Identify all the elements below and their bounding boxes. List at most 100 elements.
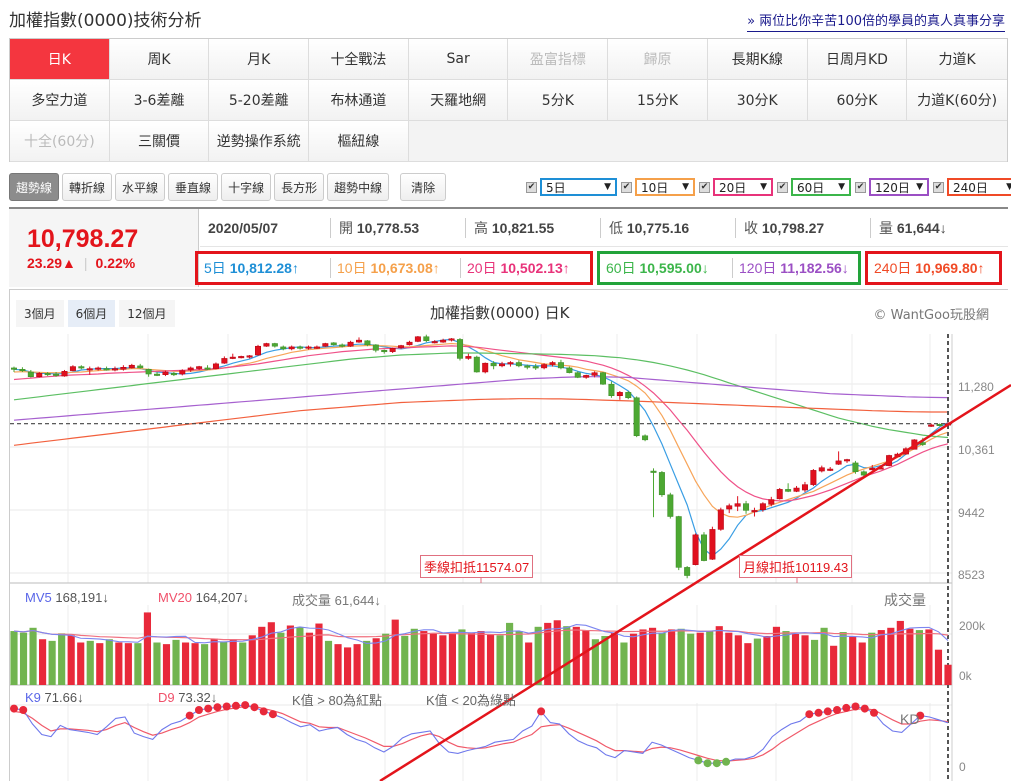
ma-select-label: 10日 <box>641 180 669 195</box>
ma-period-select[interactable]: 120日 ▼ <box>869 178 929 196</box>
menu-item[interactable]: 日K <box>10 39 110 80</box>
menu-item[interactable]: 力道K(60分) <box>907 80 1007 121</box>
candle <box>414 336 421 342</box>
candle <box>347 341 354 347</box>
clear-button[interactable]: 清除 <box>400 173 447 201</box>
menu-item[interactable]: 月K <box>209 39 310 80</box>
ma-period-select[interactable]: 60日 ▼ <box>791 178 851 196</box>
promo-link[interactable]: » 兩位比你辛苦100倍的學員的真人真事分享 <box>747 10 1005 32</box>
menu-item[interactable]: 力道K <box>907 39 1007 80</box>
candle <box>111 368 118 371</box>
volume-bar <box>96 643 104 685</box>
candle <box>440 339 447 343</box>
ma-select-label: 120日 <box>875 180 910 195</box>
menu-item[interactable]: 布林通道 <box>309 80 409 121</box>
volume-bar <box>506 622 514 685</box>
candle <box>61 371 68 377</box>
menu-item[interactable]: 3-6差離 <box>109 80 210 121</box>
menu-empty-cell <box>907 121 1007 162</box>
volume-bar <box>248 635 256 685</box>
range-tab[interactable]: 3個月 <box>16 300 64 327</box>
menu-item[interactable]: 30分K <box>707 80 808 121</box>
menu-item[interactable]: 長期K線 <box>707 39 808 80</box>
ma-checkbox[interactable]: ✔ <box>699 181 710 193</box>
volume-bar <box>382 633 390 685</box>
menu-item[interactable]: 多空力道 <box>10 80 110 121</box>
kd-red-dot <box>823 707 832 716</box>
chart-title: 加權指數(0000) 日K <box>430 304 570 322</box>
ma-period-select[interactable]: 10日 ▼ <box>635 178 695 196</box>
ma-period-select[interactable]: 20日 ▼ <box>713 178 773 196</box>
volume-tick: 200k <box>959 619 986 633</box>
menu-item[interactable]: 周K <box>109 39 210 80</box>
volume-bar <box>620 642 628 685</box>
menu-item[interactable]: 樞紐線 <box>309 121 409 162</box>
tool-button[interactable]: 水平線 <box>115 173 166 201</box>
volume-panel-title: 成交量 <box>884 592 926 608</box>
menu-item[interactable]: 日周月KD <box>807 39 908 80</box>
ma-checkbox[interactable]: ✔ <box>526 181 537 193</box>
quote-volume: 量 61,644↓ <box>870 217 955 238</box>
change-percent: 0.22% <box>95 255 136 271</box>
volume-bar <box>220 641 228 685</box>
volume-bar <box>515 631 523 685</box>
tool-button[interactable]: 垂直線 <box>168 173 219 201</box>
quote-close: 收 10,798.27 <box>735 217 870 238</box>
ma-period-select[interactable]: 5日 ▼ <box>540 178 617 196</box>
menu-item[interactable]: 60分K <box>807 80 908 121</box>
volume-bar <box>77 642 85 685</box>
volume-bar <box>763 635 771 685</box>
mv20-indicator: MV20 164,207↓ <box>158 590 250 605</box>
menu-item[interactable]: Sar <box>408 39 509 80</box>
volume-bar <box>143 612 152 685</box>
ma-checkbox[interactable]: ✔ <box>855 181 866 193</box>
kd-green-dot <box>703 759 712 768</box>
volume-bar <box>753 638 761 685</box>
change-value: 23.29▲ <box>27 255 76 271</box>
tool-button[interactable]: 趨勢線 <box>9 173 60 201</box>
volume-bar <box>420 631 428 685</box>
user-trendline[interactable] <box>379 383 1011 781</box>
menu-item[interactable]: 十全戰法 <box>309 39 409 80</box>
tool-button[interactable]: 十字線 <box>221 173 272 201</box>
ma-selector-item: ✔ 120日 ▼ <box>855 178 929 196</box>
chart-type-menu: 日K 周K 月K 十全戰法 Sar 盈富指標 歸原 長期K線 日周月KD 力道K 多空力道 3-6差離… <box>9 38 1008 162</box>
ma-checkbox[interactable]: ✔ <box>933 181 944 193</box>
menu-item[interactable]: 三關價 <box>109 121 210 162</box>
ma-checkbox[interactable]: ✔ <box>621 181 632 193</box>
kd-red-dot <box>851 702 860 711</box>
tool-button[interactable]: 長方形 <box>274 173 325 201</box>
d-indicator: D9 73.32↓ <box>158 690 218 705</box>
volume-bar <box>925 629 933 685</box>
dropdown-arrow-icon: ▼ <box>760 182 767 192</box>
candle <box>844 459 851 462</box>
top-bar: 加權指數(0000)技術分析 » 兩位比你辛苦100倍的學員的真人真事分享 <box>0 0 1011 38</box>
menu-item[interactable]: 5-20差離 <box>209 80 310 121</box>
menu-item[interactable]: 逆勢操作系統 <box>209 121 310 162</box>
menu-item[interactable]: 5分K <box>508 80 609 121</box>
volume-bar <box>67 635 75 685</box>
candle <box>196 366 203 369</box>
range-tab[interactable]: 12個月 <box>119 300 175 327</box>
tool-button[interactable]: 轉折線 <box>62 173 113 201</box>
ma-mid-box: 60日 10,595.00↓ 120日 11,182.56↓ <box>597 251 861 285</box>
volume-bar <box>315 623 323 685</box>
kd-red-dot <box>231 701 240 710</box>
chart-area[interactable] <box>9 289 1008 781</box>
ma-period-select[interactable]: 240日 ▼ <box>947 178 1011 196</box>
menu-item[interactable]: 天羅地網 <box>408 80 509 121</box>
candle <box>456 339 463 359</box>
candle <box>600 372 606 385</box>
candle <box>313 346 320 349</box>
menu-empty-cell <box>807 121 908 162</box>
candle <box>431 341 438 344</box>
menu-item[interactable]: 15分K <box>608 80 708 121</box>
ma5-value: 5日 10,812.28↑ <box>204 260 299 276</box>
ma-checkbox[interactable]: ✔ <box>777 181 788 193</box>
volume-bar <box>277 632 285 685</box>
menu-item: 盈富指標 <box>508 39 609 80</box>
volume-bar <box>677 628 685 685</box>
range-tab[interactable]: 6個月 <box>67 300 116 327</box>
tool-button[interactable]: 趨勢中線 <box>327 173 390 201</box>
